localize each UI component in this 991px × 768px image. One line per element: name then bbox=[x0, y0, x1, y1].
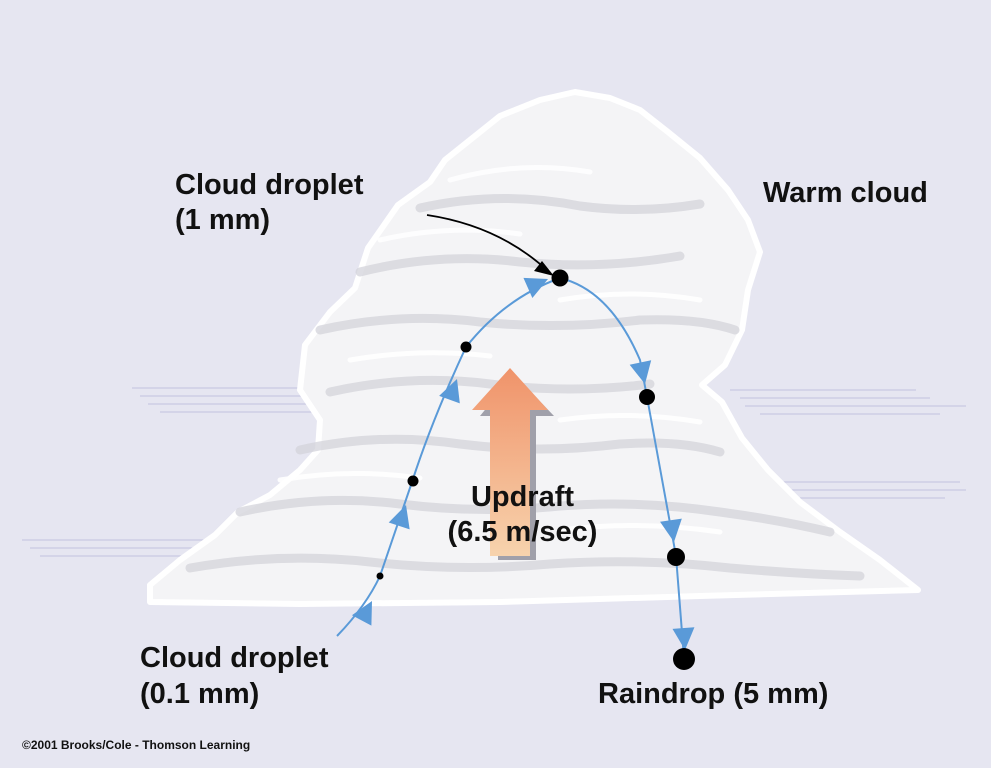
droplet-small bbox=[407, 475, 419, 487]
top-droplet-label-name: Cloud droplet bbox=[175, 169, 364, 201]
updraft-arrow bbox=[472, 368, 554, 560]
cloud-type-label: Warm cloud bbox=[763, 177, 928, 209]
raindrop-dot bbox=[673, 648, 695, 670]
warm-cloud bbox=[147, 89, 921, 607]
trajectory-arrowheads bbox=[351, 277, 695, 650]
bottom-droplet-label-size: (0.1 mm) bbox=[140, 678, 260, 710]
droplet-falling-2 bbox=[667, 548, 685, 566]
copyright-notice: ©2001 Brooks/Cole - Thomson Learning bbox=[22, 738, 251, 752]
droplet-smallest bbox=[376, 572, 384, 580]
bottom-droplet-label-name: Cloud droplet bbox=[140, 642, 329, 674]
updraft-label: Updraft bbox=[470, 481, 575, 513]
top-droplet-label-size: (1 mm) bbox=[175, 204, 271, 236]
droplet-path-arrowhead bbox=[534, 261, 554, 276]
droplet-trajectory bbox=[336, 276, 685, 659]
droplet-medium bbox=[460, 341, 472, 353]
droplet-peak bbox=[551, 269, 569, 287]
droplets bbox=[376, 269, 695, 670]
raindrop-label: Raindrop (5 mm) bbox=[598, 678, 829, 710]
droplet-falling-1 bbox=[639, 389, 655, 405]
droplet-path-arrow bbox=[426, 214, 550, 273]
updraft-speed-label: (6.5 m/sec) bbox=[447, 516, 598, 548]
